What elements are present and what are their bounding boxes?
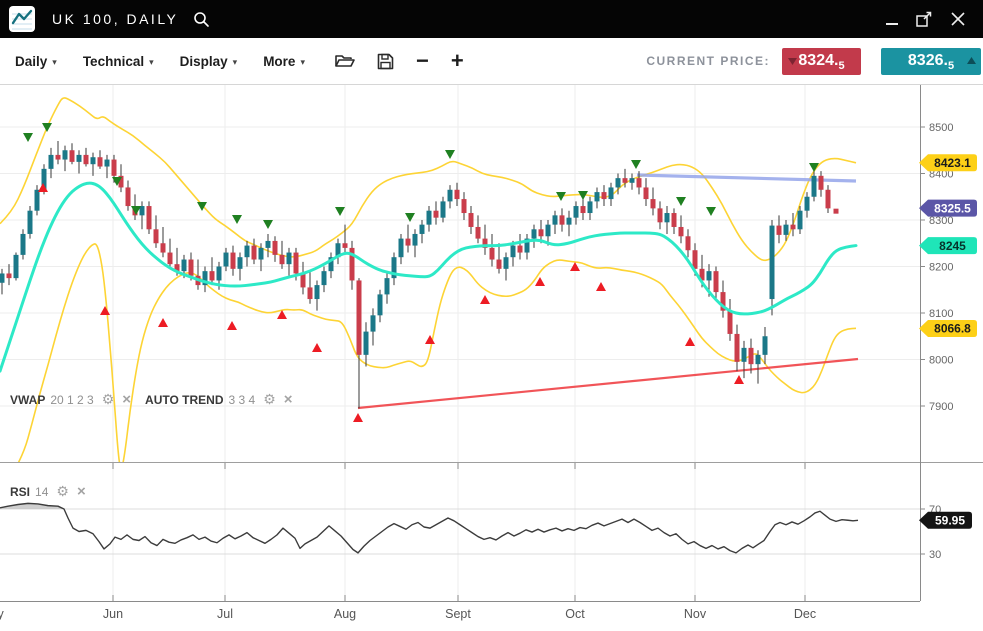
popout-icon[interactable] — [916, 11, 933, 27]
price-tick-label: 8100 — [929, 308, 953, 320]
month-label: Nov — [684, 607, 707, 621]
chart-toolbar: Daily ▾ Technical ▾ Display ▾ More ▾ — [0, 38, 983, 85]
price-badge: 8245 — [919, 237, 977, 255]
chevron-down-icon: ▾ — [232, 56, 238, 67]
menu-period[interactable]: Daily ▾ — [15, 54, 57, 69]
rsi-panel — [0, 502, 920, 555]
search-icon[interactable] — [192, 10, 210, 28]
gear-icon[interactable]: ⚙ — [56, 483, 69, 499]
svg-text:8066.8: 8066.8 — [934, 322, 971, 336]
vwap-label: VWAP — [10, 392, 46, 407]
price-badge: 8423.1 — [919, 154, 977, 172]
menu-display[interactable]: Display ▾ — [180, 54, 238, 69]
rsi-overbought-fill — [0, 503, 64, 509]
menu-technical[interactable]: Technical ▾ — [83, 54, 154, 69]
month-label: Jul — [217, 607, 233, 621]
close-icon[interactable]: × — [122, 390, 132, 408]
zoom-in-icon[interactable]: + — [450, 48, 464, 73]
buy-price-value: 8326. — [907, 52, 948, 69]
chevron-down-icon: ▾ — [149, 56, 154, 67]
rsi-params: 14 — [35, 484, 49, 499]
open-folder-icon[interactable] — [335, 53, 355, 69]
bollinger-upper-line — [0, 97, 857, 262]
month-label: Oct — [565, 607, 585, 621]
price-badge: 8066.8 — [919, 319, 977, 337]
svg-text:59.95: 59.95 — [935, 514, 965, 528]
zoom-out-icon[interactable]: − — [415, 48, 429, 73]
month-label: Aug — [334, 607, 356, 621]
arrow-down-icon — [788, 52, 797, 70]
buy-price-fraction: 5 — [947, 59, 955, 72]
rsi-value-badge: 59.95 — [919, 511, 972, 529]
gear-icon[interactable]: ⚙ — [263, 391, 276, 407]
price-tick-label: 7900 — [929, 401, 953, 413]
month-label: Sept — [445, 607, 471, 621]
price-tick-label: 8000 — [929, 355, 953, 367]
main-price-panel — [0, 97, 859, 462]
bollinger-lower-line — [17, 243, 857, 462]
svg-text:8325.5: 8325.5 — [934, 201, 971, 215]
app-logo-icon — [9, 6, 35, 32]
save-icon[interactable] — [377, 53, 394, 70]
sell-price-fraction: 5 — [838, 59, 845, 72]
window-titlebar: UK 100, DAILY — [0, 0, 983, 38]
auto-trend-params: 3 3 4 — [228, 392, 256, 407]
svg-text:8423.1: 8423.1 — [934, 156, 971, 170]
rsi-line — [0, 502, 859, 554]
price-tick-label: 8200 — [929, 262, 953, 274]
sell-price-value: 8324. — [798, 52, 839, 69]
sell-price-button[interactable]: 8324. 5 — [782, 47, 861, 75]
vwap-params: 20 1 2 3 — [50, 392, 94, 407]
support-trendline — [357, 357, 859, 410]
sell-signal-triangles — [23, 123, 819, 229]
chevron-down-icon: ▾ — [52, 56, 57, 67]
chevron-down-icon: ▾ — [300, 56, 305, 67]
window-title: UK 100, DAILY — [52, 11, 179, 27]
price-badge: 8325.5 — [919, 199, 977, 217]
close-icon[interactable]: × — [283, 390, 293, 408]
candlestick-series — [0, 140, 831, 409]
month-label: Jun — [103, 607, 123, 621]
buy-price-button[interactable]: 8326. 5 — [881, 47, 981, 75]
current-price-label: CURRENT PRICE: — [646, 54, 770, 68]
price-tick-label: 8300 — [929, 215, 953, 227]
rsi-label: RSI — [10, 484, 31, 499]
menu-more-label: More — [263, 53, 296, 69]
menu-display-label: Display — [179, 53, 228, 69]
axes: 85008400830082008100800079007030MayJunJu… — [0, 85, 983, 621]
close-icon[interactable] — [950, 11, 966, 27]
price-tick-label: 8400 — [929, 169, 953, 181]
month-label: May — [0, 607, 5, 621]
menu-more[interactable]: More ▾ — [263, 54, 305, 69]
rsi-indicator-label: RSI 14 ⚙ × — [10, 483, 86, 500]
arrow-up-icon — [967, 52, 976, 70]
month-label: Dec — [794, 607, 816, 621]
price-tick-label: 8500 — [929, 122, 953, 134]
main-indicator-labels: VWAP 20 1 2 3 ⚙ × AUTO TREND 3 3 4 ⚙ × — [10, 391, 293, 408]
menu-period-label: Daily — [15, 53, 48, 69]
gear-icon[interactable]: ⚙ — [101, 391, 115, 407]
menu-technical-label: Technical — [82, 53, 145, 69]
buy-signal-triangles — [38, 183, 744, 422]
svg-text:8245: 8245 — [939, 239, 966, 253]
price-chart-svg[interactable]: 85008400830082008100800079007030MayJunJu… — [0, 85, 983, 631]
last-price-marker — [833, 208, 839, 214]
close-icon[interactable]: × — [76, 482, 86, 500]
rsi-tick-label: 30 — [929, 549, 941, 561]
chart-area[interactable]: 85008400830082008100800079007030MayJunJu… — [0, 85, 983, 631]
minimize-icon[interactable] — [885, 12, 899, 26]
vwap-line — [0, 181, 858, 373]
auto-trend-label: AUTO TREND — [145, 392, 224, 407]
